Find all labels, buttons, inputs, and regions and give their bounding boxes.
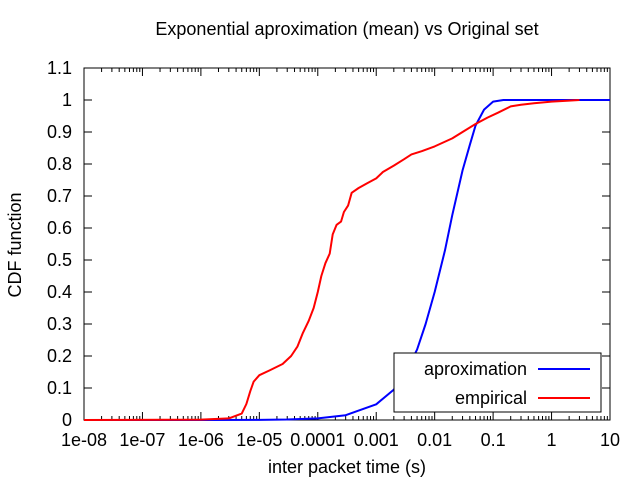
y-tick-label: 0.4 [47, 282, 72, 302]
plot-area: 1e-08 1e-07 1e-06 1e-05 0.0001 0.001 0.01 0.1 1 1… [47, 58, 620, 450]
y-tick-label: 0.7 [47, 186, 72, 206]
series-line-aproximation [83, 99, 610, 421]
y-tick-label: 0.9 [47, 122, 72, 142]
x-axis-label: inter packet time (s) [268, 457, 426, 477]
x-tick-label: 1e-05 [236, 430, 282, 450]
x-tick-label: 1e-07 [119, 430, 165, 450]
y-tick-label: 0.3 [47, 314, 72, 334]
legend: aproximation empirical [393, 352, 602, 413]
y-tick-label: 0.5 [47, 250, 72, 270]
legend-label-aproximation: aproximation [424, 359, 527, 379]
chart-title: Exponential aproximation (mean) vs Origi… [155, 19, 538, 39]
y-tick-label: 0.8 [47, 154, 72, 174]
y-tick-label: 1 [62, 90, 72, 110]
x-tick-label: 10 [600, 430, 620, 450]
x-tick-label: 0.01 [417, 430, 452, 450]
y-tick-label: 1.1 [47, 58, 72, 78]
y-axis-label: CDF function [5, 192, 25, 297]
x-tick-label: 0.001 [354, 430, 399, 450]
x-tick-label: 0.0001 [290, 430, 345, 450]
legend-label-empirical: empirical [455, 388, 527, 408]
y-tick-label: 0.2 [47, 346, 72, 366]
x-tick-label: 1 [547, 430, 557, 450]
x-tick-label: 1e-06 [178, 430, 224, 450]
plot-frame [83, 67, 611, 421]
series-line-empirical [83, 99, 580, 421]
y-tick-label: 0.1 [47, 378, 72, 398]
x-tick-label: 0.1 [481, 430, 506, 450]
legend-box [393, 352, 602, 413]
y-tick-label: 0 [62, 410, 72, 430]
x-tick-label: 1e-08 [61, 430, 107, 450]
y-tick-label: 0.6 [47, 218, 72, 238]
